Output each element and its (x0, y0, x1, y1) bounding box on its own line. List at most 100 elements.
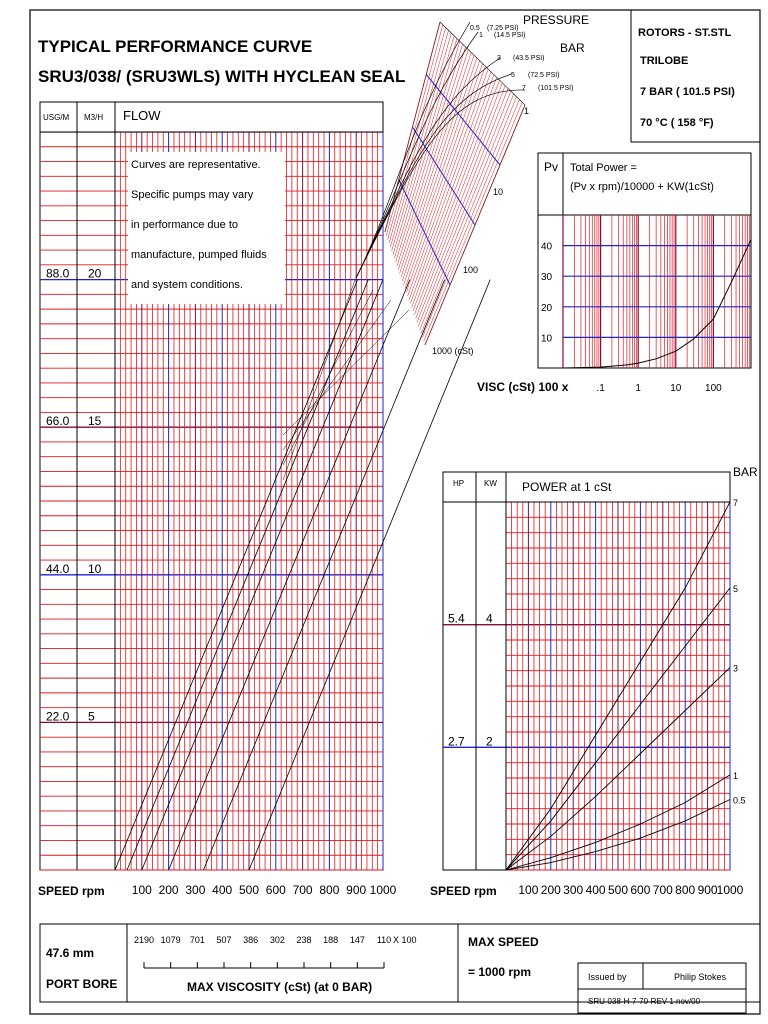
pv-x-tick: .1 (596, 383, 605, 394)
max-viscosity-value: 386 (243, 935, 258, 945)
pressure-psi-label: (101.5 PSI) (538, 85, 573, 92)
nomo-decade-line (398, 179, 451, 286)
pressure-labels: 0.5 (7.25 PSI) 1 (14.5 PSI) 3 (43.5 PSI) 5 (72.… (470, 25, 573, 92)
flow-usgm-tick: 44.0 (46, 562, 70, 576)
flow-m3h-tick: 10 (88, 562, 102, 576)
power-series-label: 1 (733, 771, 738, 781)
flow-usgm-tick: 66.0 (46, 414, 70, 428)
flow-usgm-tick: 88.0 (46, 267, 70, 281)
doc-number: SRU-038-H-7-70-REV-1 nov/00 (588, 997, 701, 1006)
title-line1: TYPICAL PERFORMANCE CURVE (38, 37, 312, 56)
flow-header-bar (39, 101, 384, 133)
flow-x-tick: 600 (266, 883, 286, 897)
power-hp-header: HP (453, 479, 464, 488)
power-series: 7 5 3 1 0.5 (505, 498, 746, 871)
power-hp-tick: 2.7 (448, 734, 465, 748)
max-viscosity-value: 238 (296, 935, 311, 945)
bottom-right-box (457, 923, 761, 1003)
viscosity-scale-label: 100 (463, 265, 478, 275)
note-line: Curves are representative. (131, 159, 261, 171)
max-viscosity-scale: 2190 1079 701 507 386 302 238 188 147 110 X 100 (134, 935, 417, 969)
power-series-label: 7 (733, 498, 738, 508)
flow-x-tick: 700 (293, 883, 313, 897)
power-series-curve (505, 587, 731, 871)
sheet-border (29, 9, 761, 1015)
max-viscosity-value: 302 (270, 935, 285, 945)
power-series-label: 0.5 (733, 795, 746, 805)
pressure-bar-label: 5 (511, 72, 515, 79)
pv-chart: Pv Total Power = (Pv x rpm)/10000 + KW(1… (477, 152, 752, 394)
power-xlabel: SPEED rpm (430, 884, 497, 898)
viscosity-scale-label: 1 (524, 106, 529, 116)
issued-by-name: Philip Stokes (674, 972, 727, 982)
flow-usgm-header: USG/M (43, 113, 70, 122)
max-viscosity-label: MAX VISCOSITY (cSt) (at 0 BAR) (187, 980, 372, 994)
viscosity-scale-label: 1000 (cSt) (432, 346, 474, 356)
pressure-bar-label: 3 (497, 55, 501, 62)
pressure-viscosity-nomograph (282, 21, 526, 481)
flow-x-tick: 900 (346, 883, 366, 897)
power-header: POWER at 1 cSt (522, 480, 612, 494)
pv-y-tick: 20 (541, 303, 553, 314)
viscosity-scale-labels: 1 10 100 1000 (cSt) (432, 106, 529, 356)
power-y-labels: 2.7 2 5.4 4 (448, 612, 493, 749)
max-viscosity-value: 147 (350, 935, 365, 945)
power-series-curve (505, 774, 731, 871)
power-grid (443, 501, 731, 871)
note-line: Specific pumps may vary (131, 189, 254, 201)
nomo-link-line (282, 299, 392, 451)
power-x-tick: 500 (608, 883, 628, 897)
max-viscosity-value: 110 (377, 935, 391, 945)
power-x-tick: 300 (563, 883, 583, 897)
power-x-tick: 100 (518, 883, 538, 897)
max-viscosity-value: 2190 (134, 935, 154, 945)
pv-series (562, 239, 752, 369)
power-hp-tick: 5.4 (448, 612, 465, 626)
pv-chart-frame (537, 152, 752, 369)
issued-by-label: Issued by (588, 972, 627, 982)
nomo-link-line (282, 279, 356, 481)
port-bore-value: 47.6 mm (46, 946, 94, 960)
power-kw-header: KW (484, 479, 497, 488)
power-kw-tick: 4 (486, 612, 493, 626)
pressure-psi-label: (7.25 PSI) (487, 25, 519, 32)
note-text: Curves are representative. Specific pumps… (131, 159, 267, 291)
pv-y-tick: 10 (541, 333, 553, 344)
pressure-bar-label: 0.5 (470, 25, 480, 32)
power-x-tick: 900 (698, 883, 718, 897)
flow-usgm-tick: 22.0 (46, 709, 70, 723)
note-line: in performance due to (131, 219, 238, 231)
flow-x-tick: 200 (159, 883, 179, 897)
rotor-temperature: 70 °C ( 158 °F) (640, 117, 714, 129)
pressure-psi-label: (43.5 PSI) (513, 55, 545, 62)
flow-m3h-tick: 5 (88, 709, 95, 723)
viscosity-scale-label: 10 (493, 187, 503, 197)
pv-xlabel: VISC (cSt) 100 x (477, 380, 569, 394)
rotor-material: ROTORS - ST.STL (638, 27, 732, 39)
max-viscosity-value: 1079 (161, 935, 181, 945)
rotor-box (630, 9, 761, 143)
pv-x-labels: .1 1 10 100 (596, 383, 722, 394)
power-bar-unit: BAR (733, 465, 758, 479)
flow-x-tick: 100 (132, 883, 152, 897)
pv-grid (562, 215, 751, 368)
nomo-pressure-curve (355, 31, 479, 279)
flow-series-line (168, 279, 411, 871)
nomo-link-line (282, 309, 410, 436)
flow-series-line (248, 279, 491, 871)
flow-x-tick: 400 (212, 883, 232, 897)
flow-series (114, 279, 491, 871)
flow-xlabel: SPEED rpm (38, 884, 105, 898)
flow-x-tick: 800 (319, 883, 339, 897)
note-box (128, 152, 285, 304)
flow-header: FLOW (123, 108, 161, 123)
flow-m3h-header: M3/H (84, 113, 103, 122)
flow-series-line (114, 279, 358, 871)
flow-series-line (126, 279, 369, 871)
power-x-tick: 1000 (717, 883, 744, 897)
max-viscosity-suffix: X 100 (393, 935, 417, 945)
flow-series-line (203, 279, 446, 871)
max-speed-label: MAX SPEED (468, 935, 539, 949)
power-header-bar (442, 471, 731, 503)
